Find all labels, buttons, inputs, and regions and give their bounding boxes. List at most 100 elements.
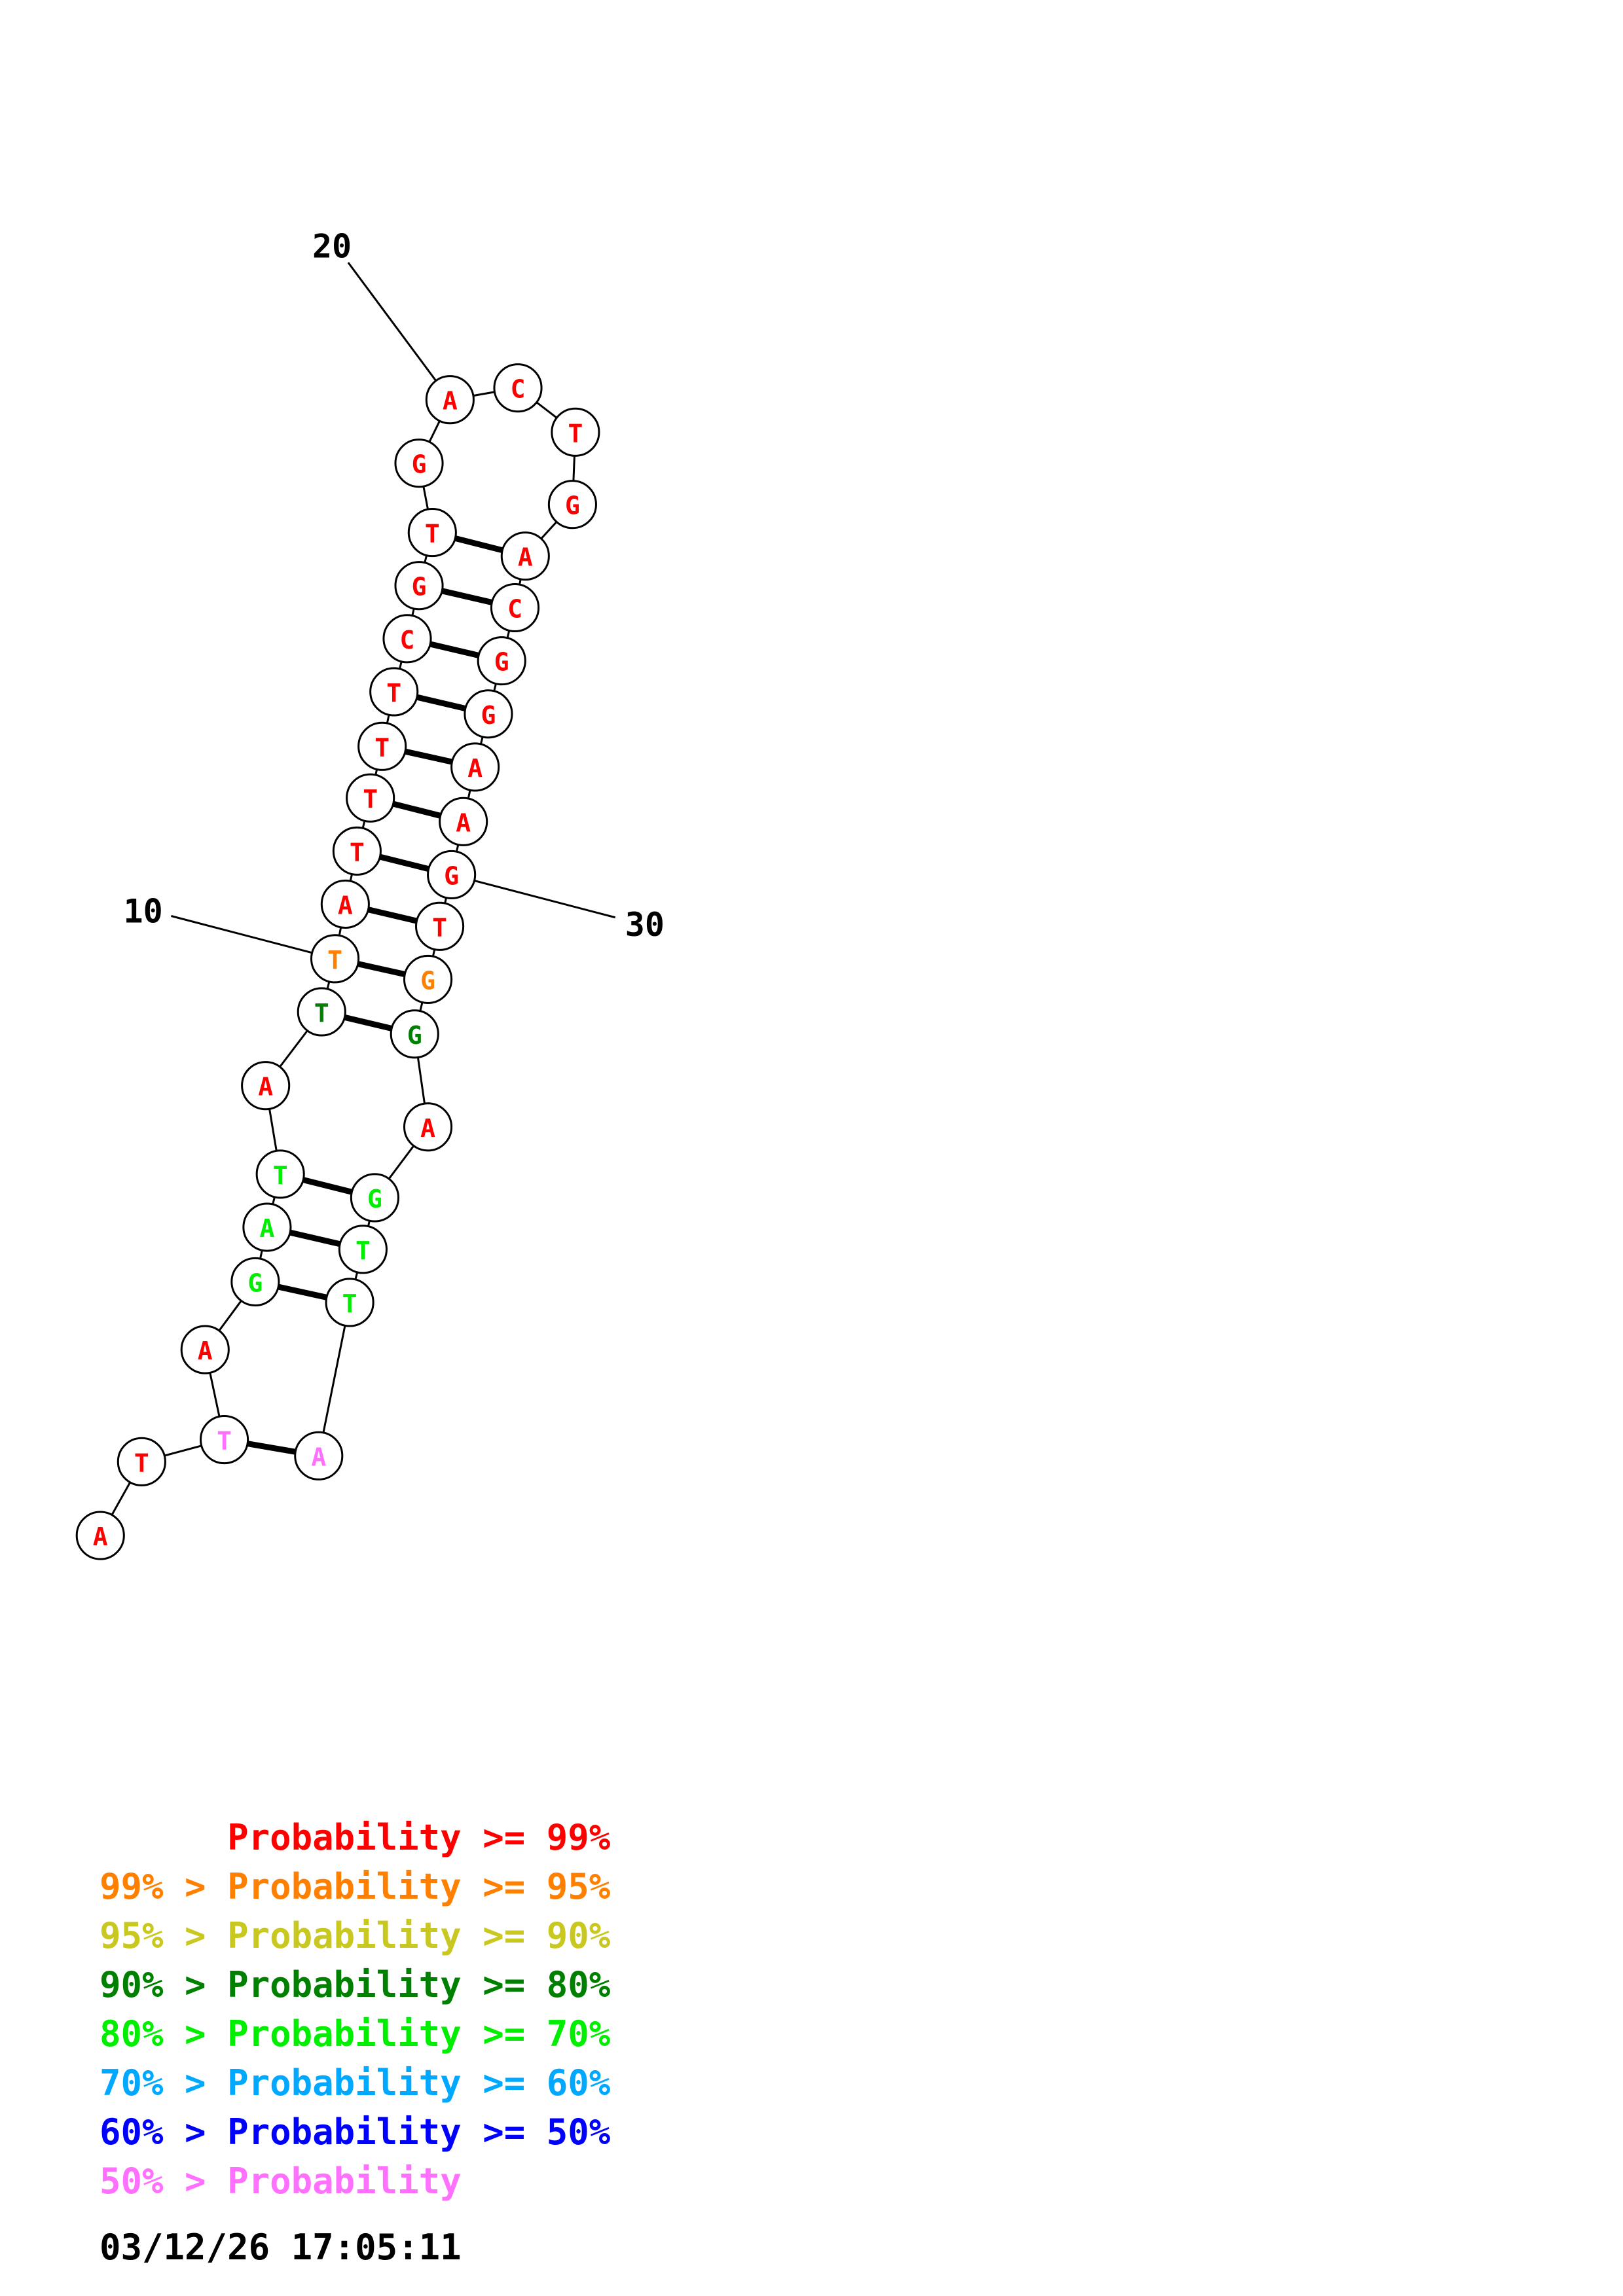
nucleotide-letter: G	[420, 966, 435, 995]
nucleotide: A	[500, 531, 550, 581]
nucleotide: C	[382, 614, 432, 664]
nucleotide-circle	[407, 508, 457, 558]
nucleotide-letter: T	[386, 679, 401, 708]
nucleotide: T	[255, 1149, 305, 1199]
nucleotide: A	[425, 375, 475, 425]
legend-prefix	[100, 1817, 227, 1858]
legend-label: Probability	[227, 2111, 462, 2153]
nucleotide-letter: A	[420, 1114, 435, 1143]
nucleotide-circle	[500, 531, 550, 581]
nucleotide-letter: C	[507, 594, 522, 623]
nucleotide-circle	[415, 901, 465, 951]
legend-suffix: >= 60%	[461, 2062, 611, 2104]
legend-suffix: >= 70%	[461, 2013, 611, 2054]
nucleotide: A	[320, 879, 370, 929]
nucleotide-letter: T	[374, 733, 390, 762]
number-label-texts: 10 20 30	[123, 227, 664, 944]
legend-suffix: >= 95%	[461, 1866, 611, 1907]
nucleotide: T	[117, 1437, 166, 1486]
nucleotide-letter: A	[198, 1336, 213, 1365]
legend-prefix: 70% >	[100, 2062, 228, 2104]
nucleotide-letter: T	[314, 999, 329, 1028]
nucleotide: T	[346, 773, 395, 823]
legend-row: 70% > Probability >= 60%	[100, 2058, 610, 2108]
nucleotide-letter: T	[217, 1427, 232, 1456]
nucleotide-letter: G	[565, 492, 580, 520]
nucleotide-circle	[241, 1061, 291, 1111]
nucleotide-letter: C	[511, 375, 526, 404]
nucleotide-letter: A	[259, 1214, 274, 1243]
nucleotide-circle	[394, 439, 444, 488]
legend-label: Probability	[227, 2161, 462, 2202]
legend-label: Probability	[227, 2062, 462, 2104]
position-number-label: 20	[312, 227, 352, 265]
nucleotide-circle	[117, 1437, 166, 1486]
legend-prefix: 99% >	[100, 1866, 228, 1907]
number-label-line	[451, 873, 616, 919]
nucleotide: T	[199, 1414, 249, 1465]
nucleotide-circle	[369, 667, 419, 717]
nucleotide: C	[493, 363, 543, 413]
nucleotide-letter: T	[425, 520, 440, 548]
legend-row: 60% > Probability >= 50%	[100, 2108, 610, 2157]
legend-row: 95% > Probability >= 90%	[100, 1911, 610, 1960]
nucleotide-circle	[493, 363, 543, 413]
position-number-label: 10	[123, 893, 162, 931]
nucleotide-letter: A	[467, 754, 483, 783]
nucleotide: T	[551, 407, 600, 457]
nucleotide: A	[294, 1431, 344, 1480]
legend-label: Probability	[227, 1817, 462, 1858]
nucleotide-circle	[255, 1149, 305, 1199]
position-number-label: 30	[625, 906, 665, 944]
legend-label: Probability	[227, 2013, 462, 2054]
legend-suffix: >= 80%	[461, 1964, 611, 2005]
legend-label: Probability	[227, 1866, 462, 1907]
legend-row: 99% > Probability >= 95%	[100, 1862, 610, 1911]
nucleotide: A	[403, 1102, 453, 1152]
nucleotide-circle	[403, 954, 453, 1004]
nucleotide: A	[439, 797, 488, 846]
nucleotide-circle	[547, 480, 597, 529]
legend-label: Probability	[227, 1964, 462, 2005]
nucleotide-letter: G	[407, 1021, 422, 1050]
nucleotide: G	[394, 439, 444, 488]
nucleotide: G	[394, 561, 444, 611]
nucleotide-letter: G	[412, 573, 427, 601]
legend-prefix: 95% >	[100, 1915, 228, 1956]
nucleotide-circle	[439, 797, 488, 846]
legend-prefix: 50% >	[100, 2161, 228, 2202]
nucleotide-letter: T	[363, 785, 378, 814]
number-label-line	[171, 915, 335, 960]
nucleotide: G	[350, 1173, 399, 1223]
nucleotide-circle	[450, 742, 500, 792]
nucleotide-circle	[294, 1431, 344, 1480]
nucleotide-circle	[199, 1414, 249, 1465]
legend-prefix: 60% >	[100, 2111, 228, 2153]
nucleotide-circle	[180, 1325, 230, 1374]
nucleotide: G	[547, 480, 597, 529]
nucleotide-circle	[382, 614, 432, 664]
nucleotide: G	[464, 689, 513, 739]
nucleotide-letter: A	[456, 808, 471, 837]
nucleotide-circle	[338, 1225, 388, 1274]
number-label-lines	[171, 262, 616, 960]
nucleotide-circle	[464, 689, 513, 739]
nucleotide-letter: T	[273, 1161, 288, 1190]
nucleotide-circle	[425, 375, 475, 425]
nucleotide-circle	[242, 1202, 292, 1252]
nucleotide: C	[490, 583, 540, 633]
nucleotide-circle	[332, 826, 382, 876]
nucleotide-letter: G	[412, 450, 427, 479]
nucleotide: T	[297, 987, 346, 1037]
nucleotide: T	[325, 1278, 374, 1327]
nucleotide: T	[369, 667, 419, 717]
nucleotide: G	[230, 1257, 280, 1306]
legend-row: Probability >= 99%	[100, 1813, 610, 1862]
nucleotide-circle	[477, 636, 526, 686]
nucleotide: G	[477, 636, 526, 686]
legend-row: 90% > Probability >= 80%	[100, 1960, 610, 2009]
nucleotide-letter: A	[258, 1073, 273, 1102]
nucleotide-letter: G	[481, 701, 496, 730]
nucleotide-letter: T	[327, 946, 342, 975]
